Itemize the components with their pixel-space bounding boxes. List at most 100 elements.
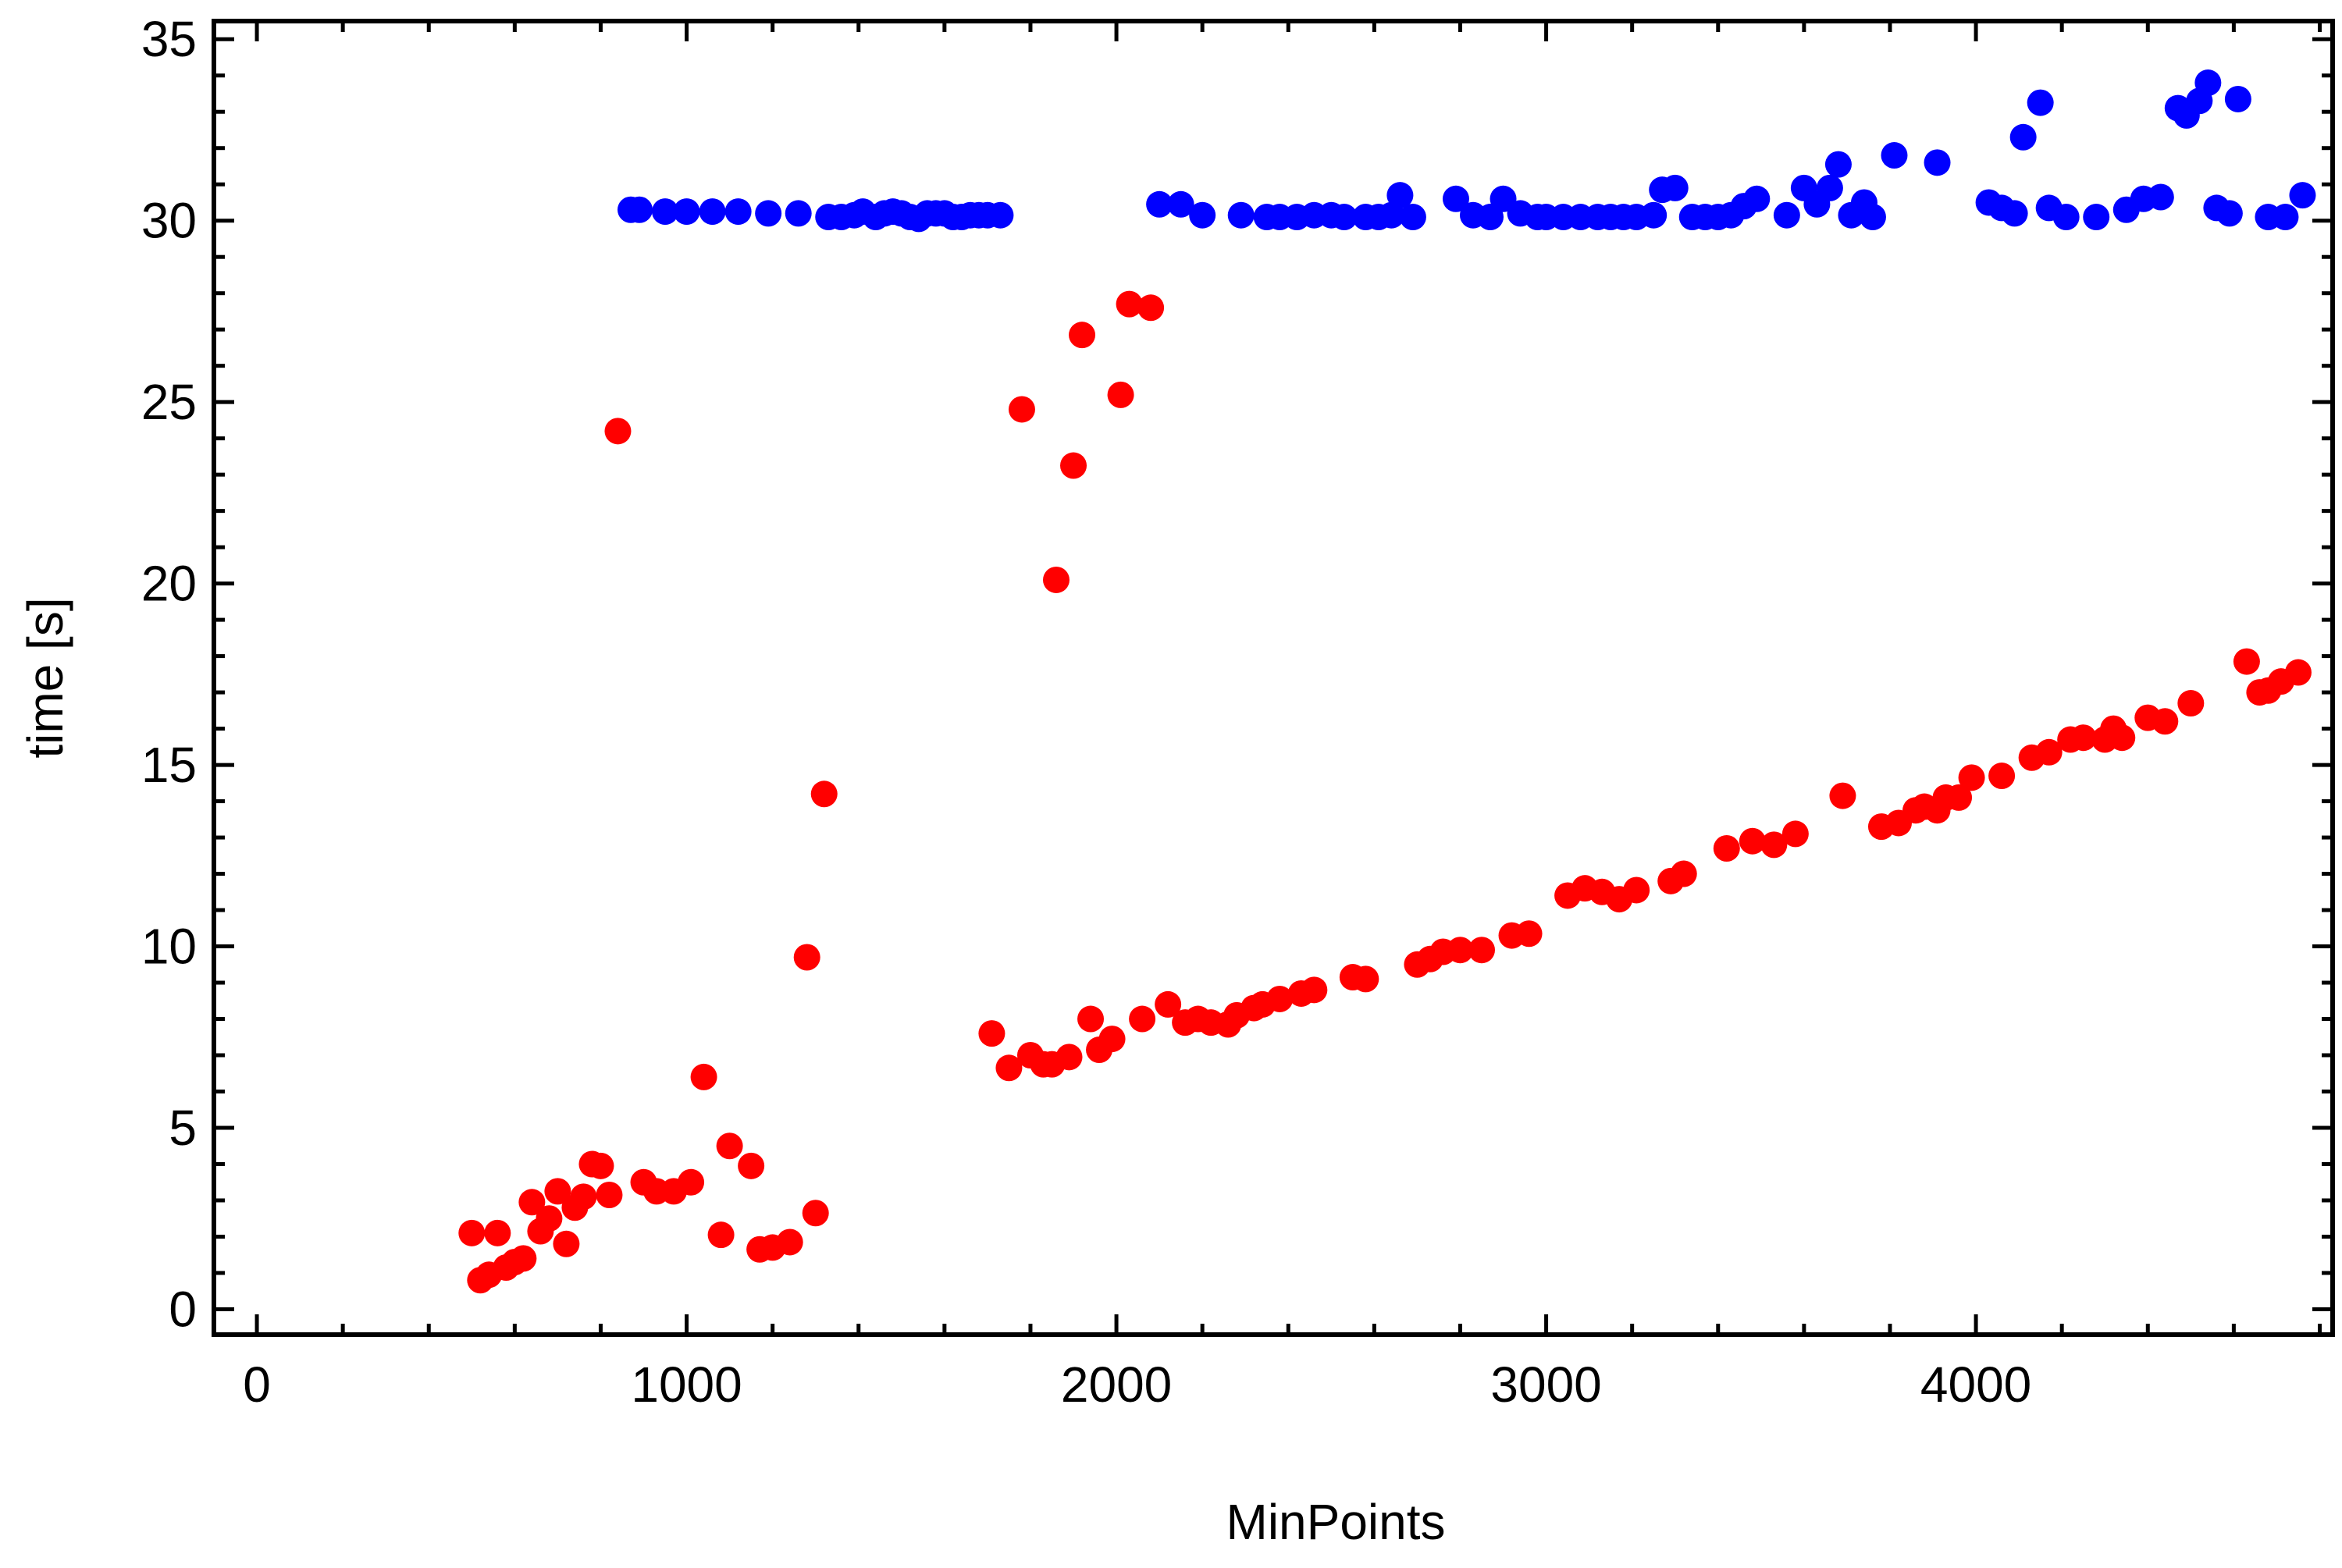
blue-data-point xyxy=(626,196,653,223)
red-data-point xyxy=(1008,396,1035,423)
red-data-point xyxy=(802,1200,829,1227)
y-tick-label: 15 xyxy=(141,737,197,793)
red-data-point xyxy=(1055,1044,1083,1071)
blue-data-point xyxy=(2194,69,2222,97)
blue-data-point xyxy=(1859,204,1886,231)
data-points xyxy=(458,69,2316,1294)
red-data-point xyxy=(570,1183,597,1211)
y-tick-label: 5 xyxy=(169,1100,197,1156)
blue-data-point xyxy=(2009,123,2037,151)
blue-data-point xyxy=(1773,201,1800,229)
blue-data-point xyxy=(1824,151,1852,178)
red-data-point xyxy=(1107,381,1134,408)
blue-data-point xyxy=(1227,201,1255,229)
blue-data-point xyxy=(1924,149,1951,176)
blue-data-point xyxy=(2272,204,2299,231)
y-tick-label: 35 xyxy=(141,11,197,67)
blue-data-point xyxy=(1816,174,1843,201)
red-data-point xyxy=(1266,985,1294,1012)
red-data-point xyxy=(587,1152,614,1179)
x-axis-title: MinPoints xyxy=(1226,1494,1446,1550)
red-data-point xyxy=(1829,782,1856,809)
x-tick-label: 0 xyxy=(243,1356,271,1413)
blue-data-point xyxy=(652,198,679,226)
y-tick-label: 30 xyxy=(141,193,197,249)
blue-data-point xyxy=(2216,200,2243,227)
red-data-point xyxy=(2109,724,2136,752)
tick-labels: 0 1000 2000 3000 4000 0 5 10 15 20 25 30 35 xyxy=(141,11,2031,1413)
red-data-point xyxy=(690,1063,717,1090)
blue-data-point xyxy=(1167,190,1194,218)
blue-data-point xyxy=(2147,183,2174,211)
red-data-point xyxy=(2035,738,2063,766)
red-data-point xyxy=(1098,1026,1126,1053)
red-data-point xyxy=(1781,820,1809,848)
red-data-point xyxy=(793,944,820,971)
red-data-point xyxy=(536,1205,563,1232)
blue-data-point xyxy=(699,198,726,226)
red-data-point xyxy=(1137,294,1165,322)
red-data-point xyxy=(1352,965,1379,993)
red-data-point xyxy=(1623,876,1650,904)
red-data-point xyxy=(510,1245,537,1272)
red-data-point xyxy=(1670,860,1697,887)
red-data-point xyxy=(978,1020,1005,1047)
red-data-point xyxy=(776,1228,803,1256)
blue-data-point xyxy=(2289,182,2316,209)
blue-data-point xyxy=(2027,89,2054,116)
blue-data-point xyxy=(2001,200,2028,227)
red-data-point xyxy=(2152,708,2179,735)
red-data-point xyxy=(1739,827,1766,855)
red-data-point xyxy=(553,1230,580,1257)
x-tick-label: 4000 xyxy=(1920,1356,2031,1413)
red-data-point xyxy=(1129,1005,1156,1033)
red-data-point xyxy=(1760,831,1788,859)
red-data-point xyxy=(1301,976,1328,1004)
blue-data-point xyxy=(1442,185,1469,212)
y-tick-label: 25 xyxy=(141,374,197,430)
red-data-point xyxy=(2070,724,2097,752)
blue-data-point xyxy=(724,198,752,226)
blue-data-point xyxy=(1330,204,1358,231)
red-data-point xyxy=(2177,690,2205,717)
red-data-point xyxy=(995,1054,1023,1082)
red-data-point xyxy=(458,1219,486,1246)
red-data-point xyxy=(604,418,632,445)
blue-data-point xyxy=(2083,204,2110,231)
blue-data-point xyxy=(785,200,812,227)
axis-ticks xyxy=(214,21,2333,1335)
red-data-point xyxy=(678,1168,705,1196)
red-data-point xyxy=(1958,764,1985,791)
blue-data-point xyxy=(1386,182,1414,209)
red-data-point xyxy=(484,1219,511,1246)
x-tick-label: 2000 xyxy=(1061,1356,1172,1413)
blue-data-point xyxy=(1661,174,1689,201)
red-data-point xyxy=(2233,648,2260,675)
red-data-point xyxy=(1042,566,1070,593)
blue-data-point xyxy=(2224,85,2251,112)
y-tick-label: 10 xyxy=(141,919,197,975)
red-data-point xyxy=(810,780,838,808)
red-data-point xyxy=(2284,659,2312,686)
blue-data-point xyxy=(1146,190,1173,218)
red-data-point xyxy=(716,1132,743,1160)
red-data-point xyxy=(518,1189,546,1216)
red-data-point xyxy=(1116,290,1143,318)
blue-data-point xyxy=(673,198,700,226)
red-data-point xyxy=(1069,322,1096,349)
red-data-point xyxy=(544,1178,571,1205)
red-data-point xyxy=(1515,920,1543,948)
y-axis-title: time [s] xyxy=(17,597,73,758)
blue-data-point xyxy=(1640,201,1668,229)
blue-data-point xyxy=(1399,204,1426,231)
red-data-point xyxy=(1155,990,1182,1018)
blue-data-point xyxy=(1189,201,1216,229)
blue-data-point xyxy=(755,200,782,227)
x-tick-label: 3000 xyxy=(1490,1356,1601,1413)
red-data-point xyxy=(1713,835,1740,862)
blue-data-point xyxy=(987,201,1014,229)
red-data-point xyxy=(596,1182,623,1209)
x-tick-label: 1000 xyxy=(631,1356,742,1413)
